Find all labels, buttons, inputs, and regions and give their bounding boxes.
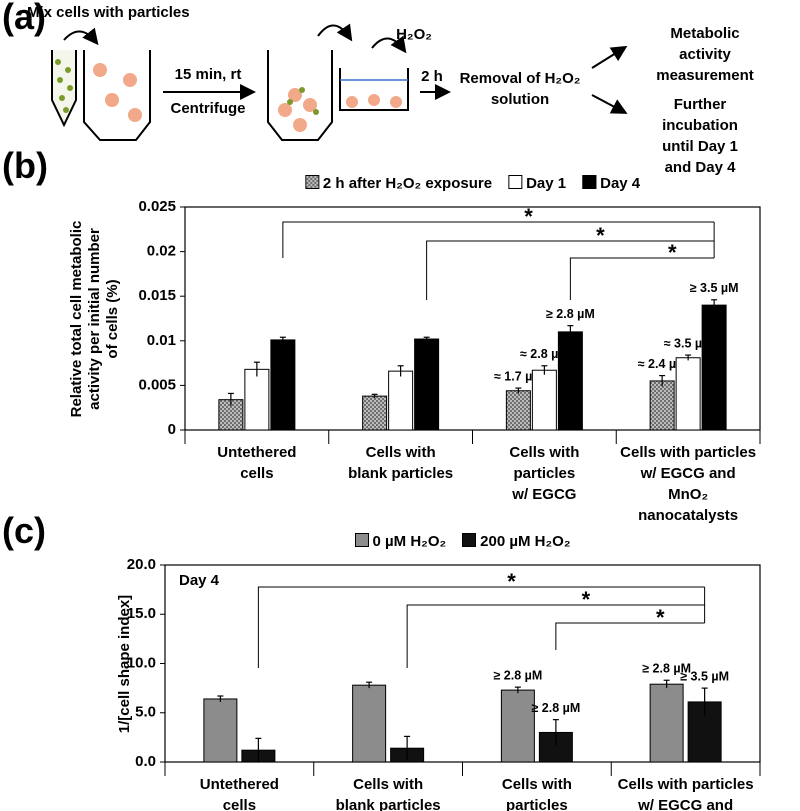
step-label: H₂O₂ <box>396 26 432 43</box>
bracket <box>426 240 715 300</box>
legend: 0 µM H₂O₂ 200 µM H₂O₂ <box>354 533 571 550</box>
legend-swatch <box>508 175 523 189</box>
y-tick-label: 10.0 <box>127 654 156 671</box>
bar <box>270 339 296 431</box>
bar-annotation: ≥ 2.8 µM <box>531 701 580 715</box>
legend-label: 0 µM H₂O₂ <box>372 533 447 550</box>
bar <box>362 395 388 431</box>
y-tick-label: 15.0 <box>127 605 156 622</box>
y-tick-label: 0.005 <box>138 376 176 393</box>
y-tick-label: 0.015 <box>138 287 176 304</box>
legend-label: Day 1 <box>526 175 567 192</box>
bar-annotation: ≈ 2.4 µM <box>638 357 687 371</box>
bar-annotation: ≥ 3.5 µM <box>680 669 729 683</box>
bar <box>505 390 531 431</box>
step-label: Metabolic activity measurement <box>656 25 754 84</box>
legend: 2 h after H₂O₂ exposure Day 1 Day 4 <box>304 175 640 192</box>
y-tick-label: 20.0 <box>127 556 156 573</box>
bar-annotation: ≈ 3.5 µM <box>664 336 713 350</box>
bracket <box>282 221 715 258</box>
legend-item: 200 µM H₂O₂ <box>462 533 571 550</box>
bar <box>244 368 270 431</box>
y-tick-label: 0.02 <box>147 243 176 260</box>
bar-annotation: ≈ 1.7 µM <box>494 369 543 383</box>
y-axis-label: 1/[cell shape index] <box>116 594 133 733</box>
bar <box>675 357 701 431</box>
bar-annotation: ≥ 2.8 µM <box>493 668 542 682</box>
bar <box>649 380 675 431</box>
bracket <box>257 586 705 668</box>
step-label: Centrifuge <box>170 100 246 117</box>
legend-item: 2 h after H₂O₂ exposure <box>304 175 493 192</box>
x-tick-label: Cells with particles w/ EGCG and MnO₂ na… <box>617 776 754 811</box>
y-axis-label: Relative total cell metabolic activity p… <box>68 220 121 417</box>
legend-item: Day 1 <box>508 175 566 192</box>
bar <box>203 698 238 763</box>
x-tick-label: Cells with particles w/ EGCG and MnO₂ na… <box>620 444 757 524</box>
bar <box>649 683 684 763</box>
bar-annotation: ≈ 2.8 µM <box>520 347 569 361</box>
bar <box>388 370 414 431</box>
bar <box>557 331 583 431</box>
y-tick-label: 0.0 <box>135 753 156 770</box>
legend-item: Day 4 <box>582 175 640 192</box>
legend-swatch <box>582 175 597 189</box>
step-label: Mix cells with particles <box>27 4 190 21</box>
legend-swatch <box>304 175 319 189</box>
x-tick-label: Cells with blank particles <box>348 444 454 482</box>
bracket <box>555 622 705 650</box>
bar <box>701 304 727 431</box>
legend-swatch <box>462 533 477 547</box>
significance-mark: * <box>596 223 605 248</box>
legend-label: 2 h after H₂O₂ exposure <box>322 175 493 192</box>
y-tick-label: 0.025 <box>138 198 176 215</box>
bar-annotation: ≥ 3.5 µM <box>690 281 739 295</box>
panel-label: (a) <box>2 0 46 37</box>
x-tick-label: Cells with particles w/ EGCG <box>501 776 572 811</box>
legend-label: 200 µM H₂O₂ <box>480 533 571 550</box>
x-tick-label: Cells with particles w/ EGCG <box>509 444 580 503</box>
inset-label: Day 4 <box>179 572 220 589</box>
significance-mark: * <box>507 569 516 594</box>
bar <box>531 369 557 431</box>
bar <box>352 684 387 763</box>
workflow-drawing <box>51 23 628 141</box>
bar <box>414 338 440 431</box>
y-tick-label: 5.0 <box>135 704 156 721</box>
bracket <box>569 257 715 300</box>
legend-swatch <box>354 533 369 547</box>
significance-mark: * <box>582 587 591 612</box>
x-tick-label: Cells with blank particles <box>335 776 441 811</box>
step-label: Further incubation until Day 1 and Day 4 <box>662 96 738 176</box>
x-tick-label: Untethered cells <box>217 444 297 482</box>
panel-label: (b) <box>2 145 48 186</box>
bracket <box>406 604 705 668</box>
panel-label: (c) <box>2 510 46 551</box>
x-tick-label: Untethered cells <box>199 776 279 811</box>
legend-label: Day 4 <box>600 175 641 192</box>
bar <box>500 689 535 763</box>
step-label: 2 h <box>421 68 443 85</box>
significance-mark: * <box>524 204 533 229</box>
step-label: 15 min, rt <box>174 66 242 83</box>
legend-item: 0 µM H₂O₂ <box>354 533 447 550</box>
step-label: Removal of H₂O₂ solution <box>459 70 581 108</box>
significance-mark: * <box>656 605 665 630</box>
y-tick-label: 0 <box>168 421 176 438</box>
significance-mark: * <box>668 240 677 265</box>
bar-annotation: ≥ 2.8 µM <box>642 662 691 676</box>
y-tick-label: 0.01 <box>147 332 176 349</box>
bar-annotation: ≥ 2.8 µM <box>546 307 595 321</box>
